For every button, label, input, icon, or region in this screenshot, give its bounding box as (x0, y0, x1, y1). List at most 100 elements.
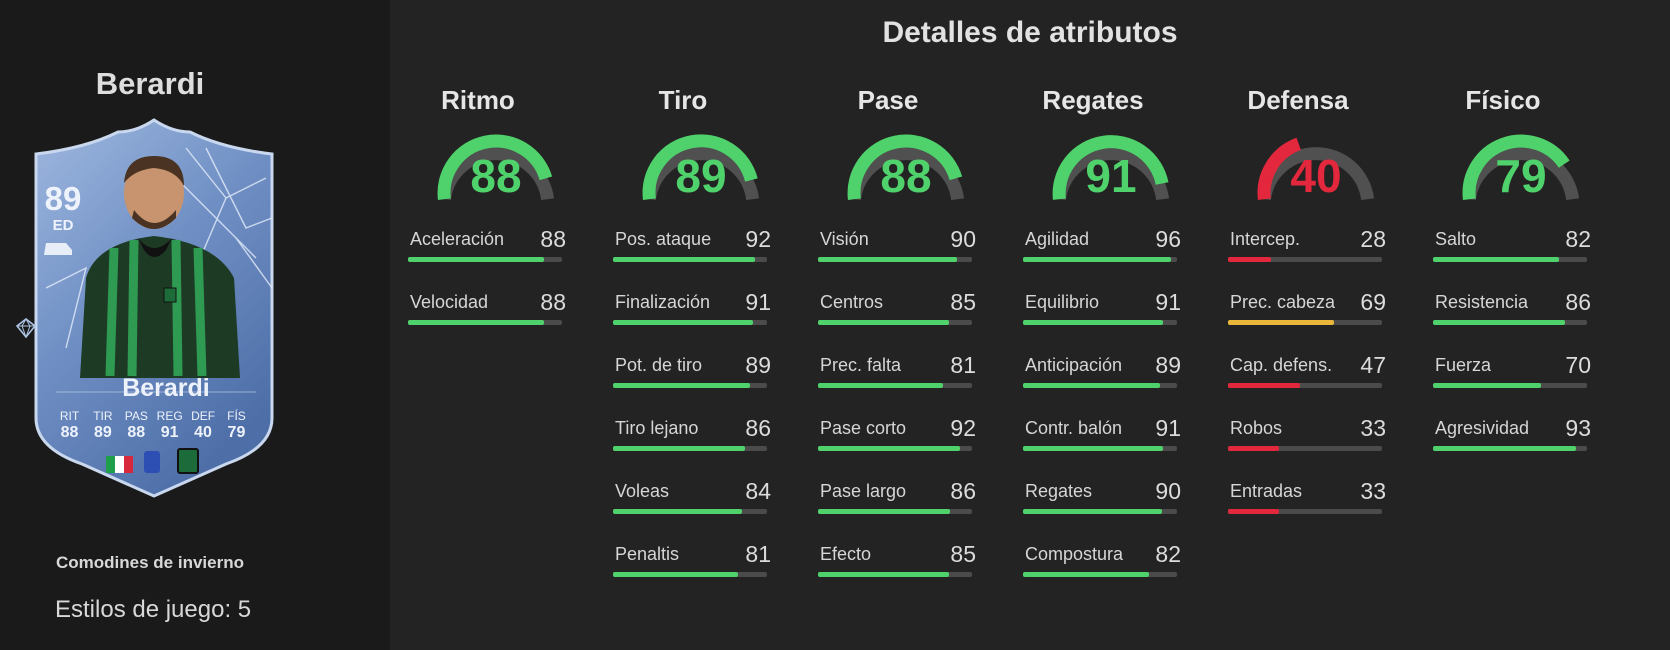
stat-value: 47 (1360, 352, 1386, 378)
stat-row[interactable]: Regates 90 (1023, 478, 1183, 519)
stat-value: 91 (1155, 289, 1181, 315)
stat-name: Penaltis (615, 544, 680, 564)
stat-row[interactable]: Anticipación 89 (1023, 352, 1183, 393)
stat-bar (818, 320, 972, 325)
stat-name: Intercep. (1230, 229, 1301, 249)
stat-bar-fill (1433, 257, 1560, 262)
stat-row[interactable]: Robos 33 (1228, 415, 1388, 456)
card-player-name: Berardi (122, 374, 210, 402)
player-card[interactable]: 89 ED Berardi RIT 88 TIR 89 PAS 88 REG 91 DEF 40 F… (26, 118, 286, 498)
stat-bar-fill (1228, 320, 1335, 325)
stat-value: 33 (1360, 415, 1386, 441)
card-stat: TIR 89 (86, 409, 119, 442)
stat-bar (1023, 572, 1177, 577)
playstyles-count[interactable]: Estilos de juego: 5 (55, 596, 252, 623)
stat-name: Voleas (615, 481, 670, 501)
stat-row[interactable]: Centros 85 (818, 289, 978, 330)
stat-row[interactable]: Resistencia 86 (1433, 289, 1593, 330)
stat-bar-fill (1023, 383, 1161, 388)
stat-row[interactable]: Pase largo 86 (818, 478, 978, 519)
stat-row[interactable]: Visión 90 (818, 226, 978, 267)
stat-value: 96 (1155, 226, 1181, 252)
category-title: Tiro (658, 85, 708, 115)
stat-value: 89 (745, 352, 771, 378)
stat-row[interactable]: Compostura 82 (1023, 541, 1183, 582)
stat-name: Salto (1435, 229, 1477, 249)
stat-bar (1023, 383, 1177, 388)
stat-bar-fill (818, 383, 943, 388)
category-gauge: 88 (841, 127, 971, 205)
stat-row[interactable]: Intercep. 28 (1228, 226, 1388, 267)
stat-bar-fill (818, 446, 960, 451)
stat-row[interactable]: Finalización 91 (613, 289, 773, 330)
stat-row[interactable]: Pos. ataque 92 (613, 226, 773, 267)
stat-row[interactable]: Pase corto 92 (818, 415, 978, 456)
stat-row[interactable]: Efecto 85 (818, 541, 978, 582)
stat-bar (613, 383, 767, 388)
stat-row[interactable]: Entradas 33 (1228, 478, 1388, 519)
stat-row[interactable]: Equilibrio 91 (1023, 289, 1183, 330)
stat-bar (613, 257, 767, 262)
stat-value: 92 (950, 415, 976, 441)
stat-row[interactable]: Agilidad 96 (1023, 226, 1183, 267)
stat-value: 86 (1565, 289, 1591, 315)
card-stat: FÍS 79 (220, 409, 253, 442)
stat-bar (1228, 320, 1382, 325)
stat-bar (1433, 257, 1587, 262)
stat-row[interactable]: Cap. defens. 47 (1228, 352, 1388, 393)
stat-value: 91 (745, 289, 771, 315)
category-title: Ritmo (441, 85, 515, 115)
stat-row[interactable]: Agresividad 93 (1433, 415, 1593, 456)
stat-value: 81 (745, 541, 771, 567)
gauge-arc (642, 134, 760, 201)
stat-bar-fill (613, 509, 743, 514)
player-panel: Berardi (0, 0, 390, 650)
stat-name: Pos. ataque (615, 229, 712, 249)
stat-bar-fill (1228, 446, 1279, 451)
stat-name: Resistencia (1435, 292, 1529, 312)
stat-row[interactable]: Contr. balón 91 (1023, 415, 1183, 456)
stat-row[interactable]: Pot. de tiro 89 (613, 352, 773, 393)
stat-name: Entradas (1230, 481, 1303, 501)
category-title: Regates (1042, 85, 1144, 115)
stat-bar-fill (613, 572, 738, 577)
player-name: Berardi (95, 66, 205, 101)
card-stat-label: FÍS (227, 409, 246, 423)
stat-value: 92 (745, 226, 771, 252)
stat-row[interactable]: Prec. falta 81 (818, 352, 978, 393)
stat-name: Pase largo (820, 481, 907, 501)
stat-name: Regates (1025, 481, 1093, 501)
category-rating: 88 (880, 150, 932, 202)
stat-bar-fill (613, 446, 746, 451)
stat-bar (1023, 257, 1177, 262)
card-stat-value: 88 (127, 424, 146, 441)
stat-bar (1228, 383, 1382, 388)
stat-bar-fill (1023, 257, 1171, 262)
stat-bar-fill (1228, 509, 1279, 514)
stat-value: 82 (1565, 226, 1591, 252)
stat-row[interactable]: Aceleración 88 (408, 226, 568, 267)
stat-row[interactable]: Velocidad 88 (408, 289, 568, 330)
card-stat: PAS 88 (120, 409, 153, 442)
stat-name: Equilibrio (1025, 292, 1100, 312)
stat-name: Finalización (615, 292, 711, 312)
stat-row[interactable]: Salto 82 (1433, 226, 1593, 267)
stat-bar-fill (1228, 383, 1301, 388)
category-title: Pase (857, 85, 919, 115)
stat-bar (613, 509, 767, 514)
stat-row[interactable]: Voleas 84 (613, 478, 773, 519)
stat-bar-fill (1228, 257, 1272, 262)
stat-row[interactable]: Tiro lejano 86 (613, 415, 773, 456)
stat-value: 90 (1155, 478, 1181, 504)
stat-bar (818, 572, 972, 577)
stat-value: 93 (1565, 415, 1591, 441)
stat-name: Agilidad (1025, 229, 1090, 249)
stat-row[interactable]: Fuerza 70 (1433, 352, 1593, 393)
stat-bar (818, 446, 972, 451)
stat-value: 82 (1155, 541, 1181, 567)
stat-row[interactable]: Prec. cabeza 69 (1228, 289, 1388, 330)
stat-row[interactable]: Penaltis 81 (613, 541, 773, 582)
category-gauge: 88 (431, 127, 561, 205)
gauge-fill (1257, 137, 1302, 200)
stat-bar-fill (818, 572, 949, 577)
